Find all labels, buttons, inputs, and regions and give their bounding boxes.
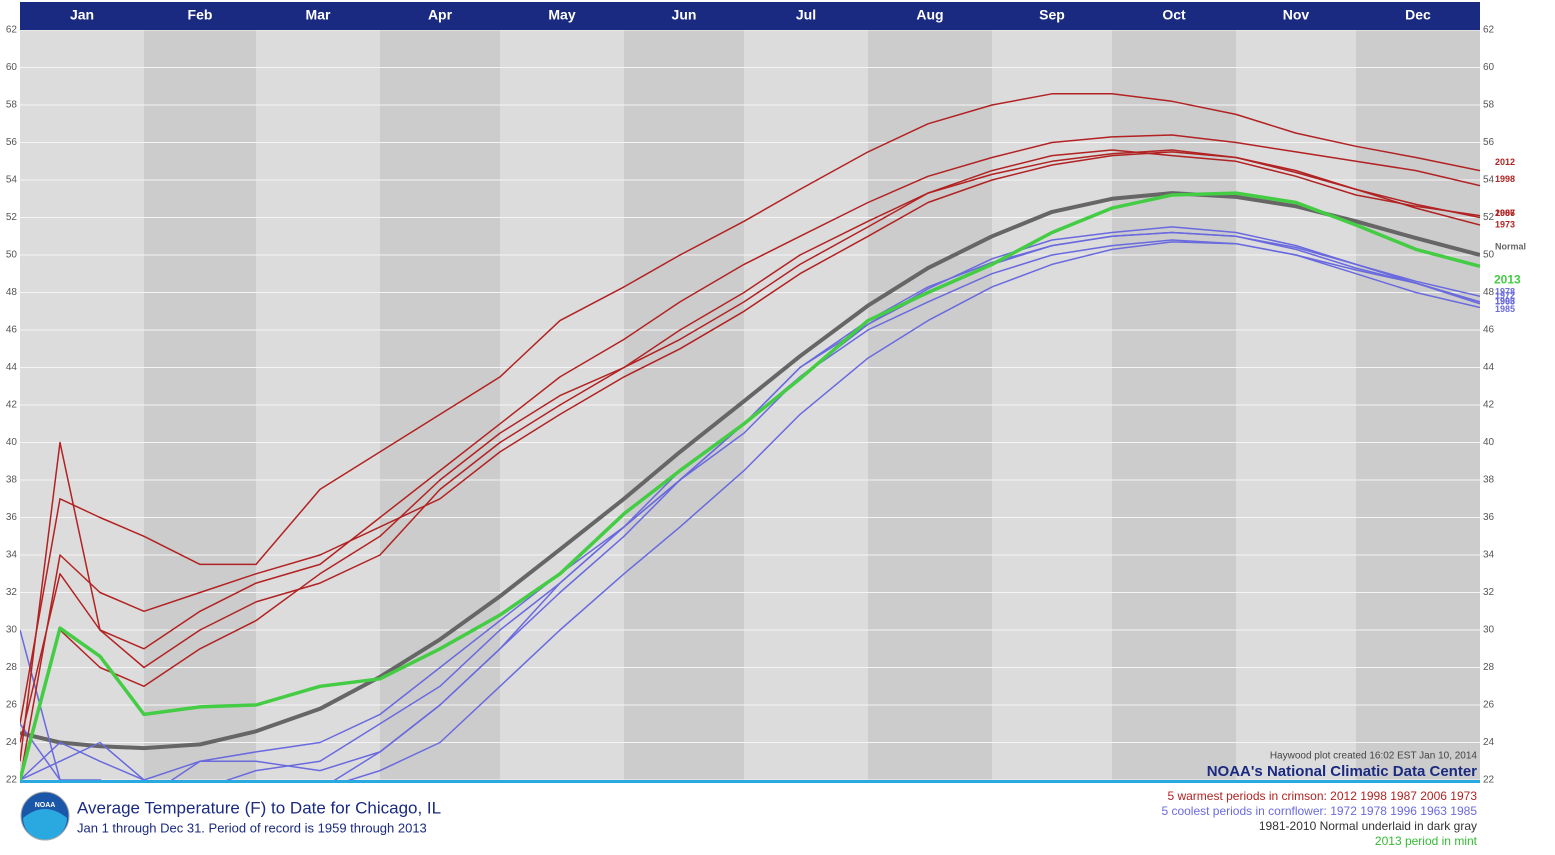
legend-note: 2013 period in mint (1375, 834, 1478, 848)
series-end-label: 1985 (1495, 304, 1515, 314)
y-tick-label-right: 46 (1483, 325, 1495, 336)
series-line (20, 149, 1480, 780)
y-tick-label-right: 56 (1483, 137, 1495, 148)
legend-note: 1981-2010 Normal underlaid in dark gray (1259, 819, 1477, 833)
month-header (20, 2, 1480, 30)
y-tick-label-right: 60 (1483, 62, 1495, 73)
y-tick-label-right: 48 (1483, 287, 1495, 298)
y-tick-label-right: 28 (1483, 662, 1495, 673)
month-label: Sep (1039, 7, 1065, 23)
y-tick-label-right: 58 (1483, 100, 1495, 111)
month-label: Jun (672, 7, 697, 23)
series-end-label: 1973 (1495, 219, 1515, 229)
logo-ring (20, 791, 70, 841)
series-end-label: Normal (1495, 241, 1526, 251)
y-tick-label-right: 34 (1483, 550, 1495, 561)
legend-note: 5 coolest periods in cornflower: 1972 19… (1161, 804, 1477, 818)
series-line (20, 191, 1480, 780)
y-tick-label: 38 (6, 475, 18, 486)
series-end-label: 1996 (1495, 296, 1515, 306)
y-tick-label: 28 (6, 662, 18, 673)
legend-note: 5 warmest periods in crimson: 2012 1998 … (1167, 789, 1477, 803)
series-line (20, 241, 1480, 780)
y-tick-label-right: 38 (1483, 475, 1495, 486)
y-tick-label: 26 (6, 700, 18, 711)
month-label: Jan (70, 7, 94, 23)
y-tick-label: 60 (6, 62, 18, 73)
credit: Haywood plot created 16:02 EST Jan 10, 2… (1270, 751, 1478, 762)
chart-title: Average Temperature (F) to Date for Chic… (77, 798, 441, 817)
month-label: Nov (1283, 7, 1310, 23)
y-tick-label-right: 50 (1483, 250, 1495, 261)
y-tick-label-right: 62 (1483, 25, 1495, 36)
logo-wave (23, 809, 67, 840)
bottom-rule (20, 780, 1480, 783)
y-tick-label: 22 (6, 775, 18, 786)
y-tick-label: 24 (6, 737, 18, 748)
y-tick-label: 62 (6, 25, 18, 36)
series-line (20, 134, 1480, 743)
y-tick-label: 46 (6, 325, 18, 336)
month-label: Jul (796, 7, 816, 23)
y-tick-label: 34 (6, 550, 18, 561)
y-tick-label-right: 24 (1483, 737, 1495, 748)
series-end-label: 2013 (1494, 272, 1521, 286)
month-label: May (548, 7, 575, 23)
y-tick-label: 30 (6, 625, 18, 636)
y-tick-label: 52 (6, 212, 18, 223)
y-tick-label-right: 36 (1483, 512, 1495, 523)
y-tick-label-right: 30 (1483, 625, 1495, 636)
y-tick-label: 50 (6, 250, 18, 261)
month-label: Mar (306, 7, 331, 23)
lines (20, 93, 1480, 780)
series-end-label: 1987 (1495, 208, 1515, 218)
y-tick-label-right: 40 (1483, 437, 1495, 448)
y-tick-label-right: 54 (1483, 175, 1495, 186)
y-tick-label: 56 (6, 137, 18, 148)
source: NOAA's National Climatic Data Center (1207, 763, 1477, 780)
y-tick-label: 44 (6, 362, 18, 373)
series-line (20, 231, 1480, 780)
series-line (20, 226, 1480, 780)
month-label: Feb (188, 7, 213, 23)
series-end-label: 1963 (1495, 296, 1515, 306)
y-tick-label: 36 (6, 512, 18, 523)
y-tick-label: 40 (6, 437, 18, 448)
y-tick-label: 48 (6, 287, 18, 298)
series-end-label: 1972 (1495, 290, 1515, 300)
month-label: Dec (1405, 7, 1431, 23)
series-end-label: 2012 (1495, 157, 1515, 167)
month-label: Apr (428, 7, 453, 23)
y-tick-label: 42 (6, 400, 18, 411)
series-end-label: 1998 (1495, 174, 1515, 184)
y-tick-label: 54 (6, 175, 18, 186)
month-label: Aug (916, 7, 943, 23)
series-line (20, 149, 1480, 762)
series-end-label: 1978 (1495, 287, 1515, 297)
y-tick-label-right: 22 (1483, 775, 1495, 786)
y-tick-label-right: 52 (1483, 212, 1495, 223)
series-line (20, 191, 1480, 751)
series-line (20, 93, 1480, 724)
y-tick-label-right: 26 (1483, 700, 1495, 711)
y-tick-label-right: 44 (1483, 362, 1495, 373)
foreground: Jan Feb Mar Apr May Jun Jul Aug Sep Oct Nov Dec 22 22… (6, 2, 1526, 848)
chart-subtitle: Jan 1 through Dec 31. Period of record i… (77, 820, 427, 835)
grid (20, 29, 1480, 781)
y-tick-label-right: 32 (1483, 587, 1495, 598)
series-end-label: 2006 (1495, 208, 1515, 218)
logo-text: NOAA (35, 802, 56, 809)
y-tick-label-right: 42 (1483, 400, 1495, 411)
y-tick-label: 32 (6, 587, 18, 598)
month-label: Oct (1162, 7, 1186, 23)
y-tick-label: 58 (6, 100, 18, 111)
